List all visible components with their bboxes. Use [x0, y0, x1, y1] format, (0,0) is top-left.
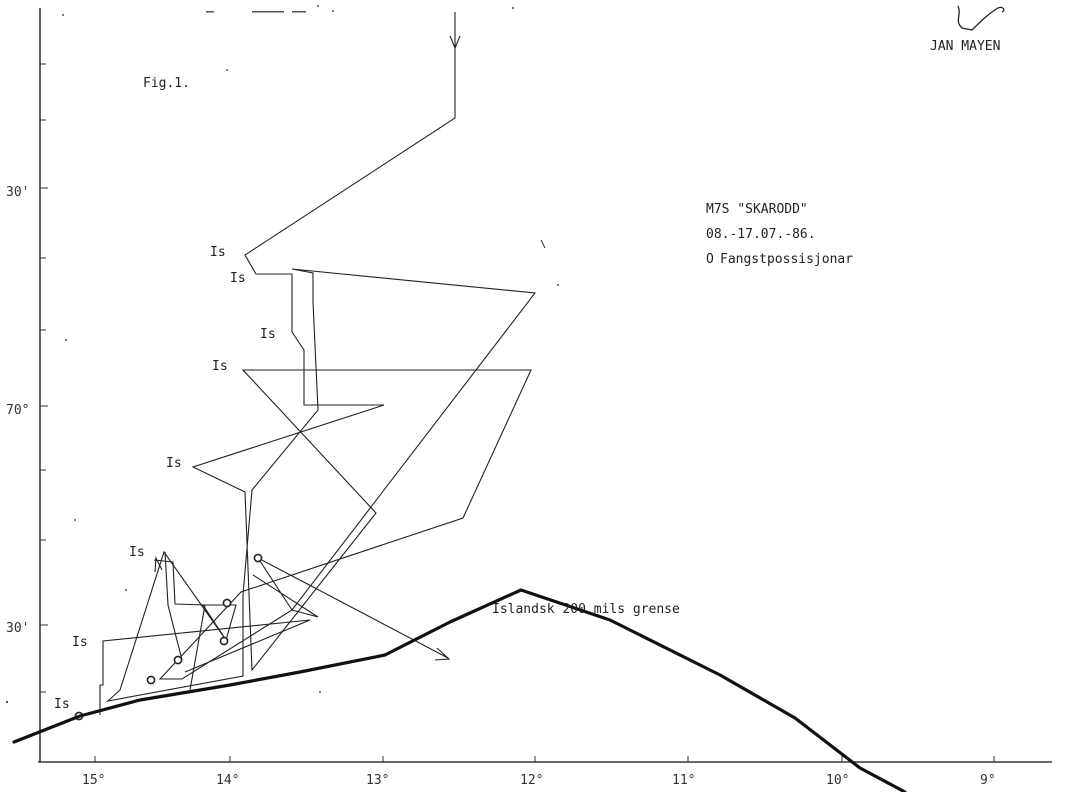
- figure-label: Fig.1.: [143, 76, 190, 91]
- station-marker: [219, 636, 229, 646]
- scan-specks: [5, 5, 559, 704]
- lon-label-14: 14°: [216, 773, 239, 788]
- lat-label-70: 70°: [6, 403, 29, 418]
- ice-label: Is: [72, 635, 88, 650]
- station-marker: [146, 675, 156, 685]
- legend-dates: 08.-17.07.-86.: [706, 227, 816, 242]
- lat-label-north-30: 30': [6, 185, 29, 200]
- border-label: Islandsk 200 mils grense: [492, 602, 680, 617]
- legend-station-label: Fangstpossisjonar: [720, 252, 853, 267]
- station-marker: [222, 598, 232, 608]
- lon-label-11: 11°: [672, 773, 695, 788]
- station-marker: [173, 655, 183, 665]
- lon-label-9: 9°: [980, 773, 996, 788]
- cruise-track: [99, 12, 537, 715]
- jan-mayen-coastline: [957, 5, 1005, 31]
- lat-label-south-30: 30': [6, 621, 29, 636]
- legend-vessel: M7S "SKARODD": [706, 202, 808, 217]
- lon-label-13: 13°: [366, 773, 389, 788]
- lon-label-12: 12°: [520, 773, 543, 788]
- icelandic-200-mile-limit: [12, 588, 907, 792]
- legend-station-symbol: O: [706, 252, 714, 267]
- ice-labels: Is Is Is Is Is Is Is Is: [54, 245, 276, 712]
- ice-label: Is: [212, 359, 228, 374]
- station-marker: [253, 553, 263, 563]
- ice-label: Is: [230, 271, 246, 286]
- ice-label: Is: [166, 456, 182, 471]
- legend: M7S "SKARODD" 08.-17.07.-86. O Fangstpos…: [706, 202, 853, 267]
- lat-ticks: [40, 63, 48, 693]
- lon-label-15: 15°: [82, 773, 105, 788]
- ice-label: Is: [210, 245, 226, 260]
- jan-mayen-label: JAN MAYEN: [930, 39, 1000, 54]
- lon-ticks: [94, 756, 995, 762]
- ice-label: Is: [54, 697, 70, 712]
- lon-label-10: 10°: [826, 773, 849, 788]
- ice-label: Is: [260, 327, 276, 342]
- ice-label: Is: [129, 545, 145, 560]
